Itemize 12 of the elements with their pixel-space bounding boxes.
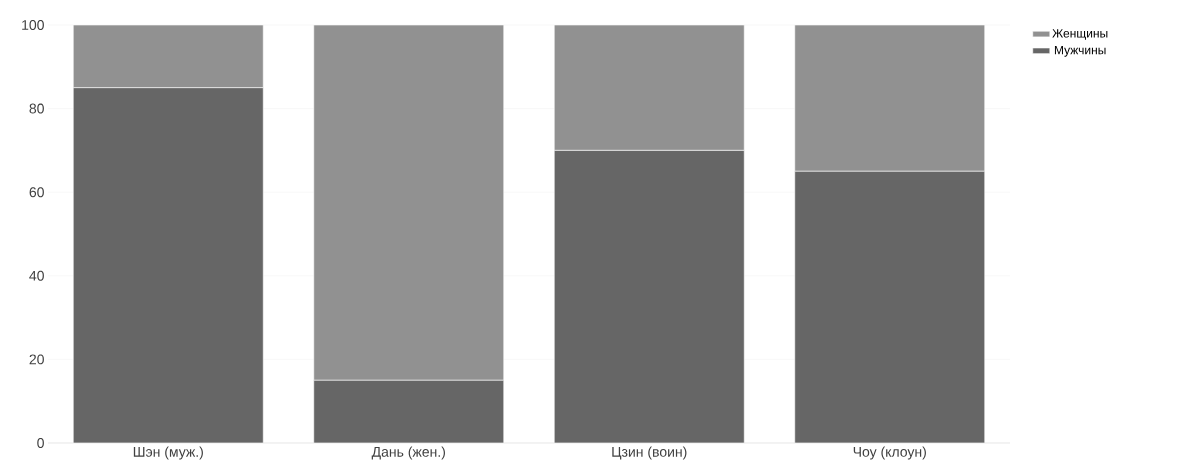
y-tick-label: 20 bbox=[29, 354, 44, 365]
x-tick-label: Цзин (воин) bbox=[612, 446, 687, 460]
x-tick-label: Шэн (муж.) bbox=[133, 446, 203, 460]
y-tick-label: 100 bbox=[22, 20, 44, 30]
x-tick-label: Чоу (клоун) bbox=[853, 446, 926, 460]
legend-label: Женщины bbox=[1052, 29, 1108, 40]
y-tick-label: 40 bbox=[29, 270, 44, 281]
legend-label: Мужчины bbox=[1054, 45, 1106, 57]
y-tick-label: 60 bbox=[29, 187, 44, 198]
y-tick-label: 80 bbox=[29, 103, 44, 114]
x-tick-label: Дань (жен.) bbox=[371, 446, 446, 460]
y-tick-label: 0 bbox=[37, 438, 44, 448]
